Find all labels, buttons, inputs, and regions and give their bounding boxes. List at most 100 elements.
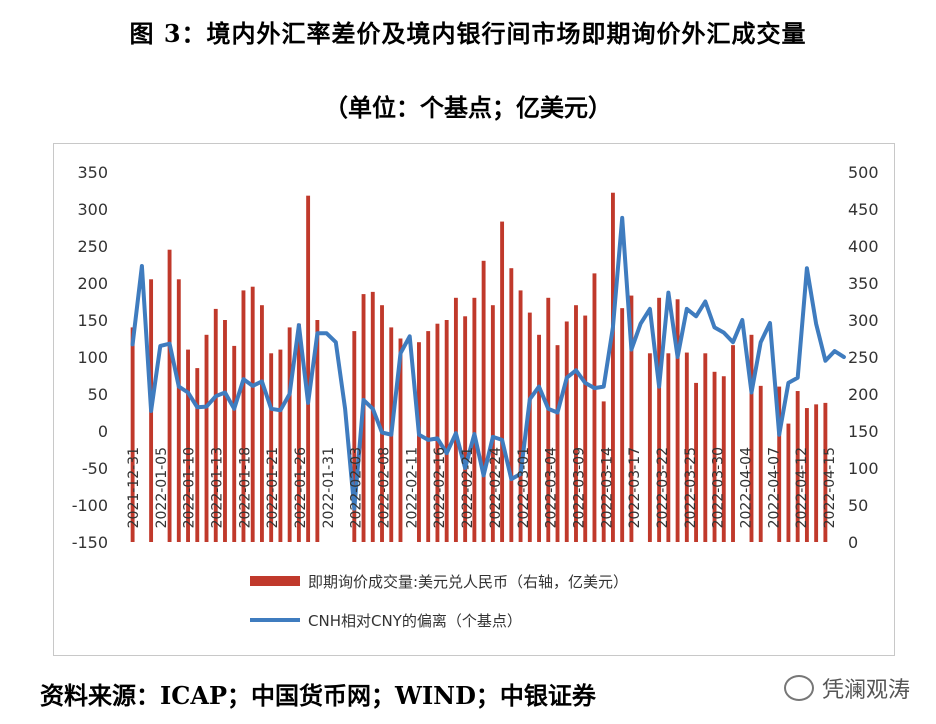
left-tick-label: 50: [88, 385, 108, 404]
bar: [786, 423, 791, 542]
legend-label-line: CNH相对CNY的偏离（个基点）: [308, 612, 522, 630]
watermark-text: 凭澜观涛: [821, 678, 910, 703]
x-tick-label: 2022-03-22: [655, 447, 671, 528]
x-tick-label: 2021-12-31: [126, 447, 142, 528]
bar: [259, 305, 264, 542]
x-tick-label: 2022-04-07: [766, 447, 782, 528]
chart-title: 图 3：境内外汇率差价及境内银行间市场即期询价外汇成交量: [129, 19, 807, 48]
bar: [583, 315, 588, 542]
right-axis: 0 50 100 150 200 250 300 350 400 450 500: [848, 163, 879, 552]
bar: [186, 349, 190, 542]
chart-svg: -150 -100 -50 0 50 100 150 200 250 300 350 0 50 100 1…: [72, 163, 879, 630]
x-tick-label: 2022-03-30: [711, 447, 727, 528]
bar: [574, 305, 578, 542]
bar: [453, 297, 458, 542]
bar: [500, 221, 505, 542]
bar: [213, 308, 218, 542]
left-tick-label: -50: [82, 459, 108, 478]
bar: [509, 268, 514, 542]
bar: [370, 291, 375, 542]
right-tick-label: 300: [848, 311, 879, 330]
bar: [712, 371, 717, 542]
bar: [795, 391, 800, 542]
x-tick-label: 2022-02-16: [432, 447, 448, 528]
left-axis: -150 -100 -50 0 50 100 150 200 250 300 350: [72, 163, 108, 552]
x-tick-label: 2022-02-08: [377, 447, 393, 528]
bar: [352, 331, 357, 542]
x-tick-label: 2022-03-01: [516, 447, 532, 528]
x-tick-label: 2022-01-10: [182, 447, 198, 528]
bar: [167, 249, 172, 542]
right-tick-label: 400: [848, 237, 879, 256]
bar: [675, 299, 680, 542]
bar: [666, 353, 671, 542]
chart-frame: [53, 143, 895, 656]
bar: [435, 323, 440, 542]
right-tick-label: 250: [848, 348, 879, 367]
bar: [657, 297, 662, 542]
right-tick-label: 150: [848, 422, 879, 441]
bar: [777, 386, 782, 542]
bar: [481, 260, 486, 542]
bar: [232, 345, 237, 542]
bar: [490, 305, 495, 542]
bar: [694, 382, 699, 542]
x-tick-label: 2022-02-21: [460, 447, 476, 528]
x-tick-label: 2022-01-13: [210, 447, 226, 528]
right-tick-label: 50: [848, 496, 868, 515]
bar: [610, 192, 615, 542]
left-tick-label: 150: [77, 311, 108, 330]
bar: [250, 286, 255, 542]
line-series: [130, 215, 846, 511]
bar: [398, 338, 403, 542]
x-tick-label: 2022-02-11: [404, 447, 420, 528]
left-tick-label: 350: [77, 163, 108, 182]
bar: [463, 316, 468, 542]
right-tick-label: 350: [848, 274, 879, 293]
x-axis: 2021-12-31 2022-01-05 2022-01-10 2022-01-13…: [126, 447, 838, 528]
bar: [629, 295, 634, 542]
x-tick-label: 2022-04-04: [738, 447, 754, 528]
x-tick-label: 2022-03-09: [571, 447, 587, 528]
left-tick-label: -100: [72, 496, 108, 515]
legend-swatch-bar: [250, 576, 300, 586]
left-tick-label: -150: [72, 533, 108, 552]
x-tick-label: 2022-01-21: [265, 447, 281, 528]
source-note: 资料来源：ICAP；中国货币网；WIND；中银证券: [40, 681, 596, 710]
bar: [731, 345, 735, 542]
right-tick-label: 450: [848, 200, 879, 219]
bar: [703, 353, 708, 542]
bar: [195, 368, 200, 542]
x-tick-label: 2022-02-24: [488, 447, 504, 528]
x-tick-label: 2022-01-26: [293, 447, 309, 528]
bar: [684, 352, 689, 542]
bar: [306, 195, 311, 542]
bar: [749, 334, 754, 542]
bar: [518, 290, 523, 542]
right-tick-label: 100: [848, 459, 879, 478]
left-tick-label: 300: [77, 200, 108, 219]
bar: [444, 320, 449, 542]
bar: [592, 273, 597, 542]
bar: [527, 312, 532, 542]
bar: [380, 305, 384, 542]
x-tick-label: 2022-04-12: [794, 447, 810, 528]
bar: [269, 353, 274, 542]
bar: [758, 385, 763, 542]
left-tick-label: 0: [98, 422, 108, 441]
bar: [223, 320, 227, 542]
bar: [315, 320, 320, 542]
wechat-icon: [783, 675, 814, 701]
right-tick-label: 200: [848, 385, 879, 404]
chart-unit-subtitle: （单位：个基点；亿美元）: [324, 93, 612, 122]
x-tick-label: 2022-01-18: [237, 447, 253, 528]
x-tick-label: 2022-04-15: [822, 447, 838, 528]
bar: [564, 321, 569, 542]
bar: [241, 290, 246, 542]
x-tick-label: 2022-03-25: [683, 447, 699, 528]
x-tick-label: 2022-02-03: [349, 447, 365, 528]
right-tick-label: 500: [848, 163, 879, 182]
left-tick-label: 100: [77, 348, 108, 367]
x-tick-label: 2022-01-05: [154, 447, 170, 528]
bar: [804, 408, 809, 542]
